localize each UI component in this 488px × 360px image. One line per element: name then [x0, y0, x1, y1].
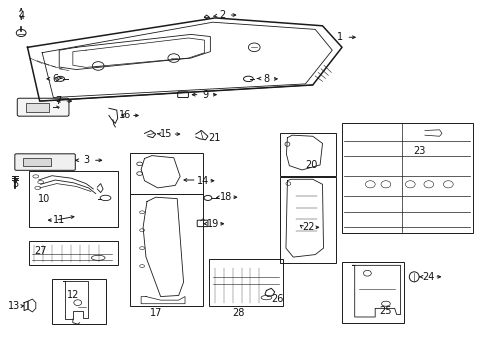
Text: 2: 2 — [219, 10, 225, 20]
Text: 5: 5 — [12, 179, 19, 189]
Bar — [279, 133, 335, 176]
Text: 26: 26 — [271, 294, 283, 304]
Bar — [130, 194, 203, 306]
Text: 17: 17 — [149, 309, 162, 318]
Text: 16: 16 — [119, 111, 131, 121]
Text: 24: 24 — [422, 272, 434, 282]
Text: 27: 27 — [34, 246, 47, 256]
Bar — [29, 241, 118, 265]
Bar — [341, 262, 404, 323]
Text: 11: 11 — [53, 215, 65, 225]
Text: 14: 14 — [197, 176, 209, 186]
Text: 15: 15 — [160, 129, 172, 139]
Bar — [130, 153, 203, 194]
Text: 20: 20 — [305, 160, 317, 170]
Text: 10: 10 — [38, 194, 50, 204]
Text: 22: 22 — [302, 222, 314, 232]
Text: 12: 12 — [66, 290, 79, 300]
Text: 13: 13 — [8, 301, 20, 311]
Text: 23: 23 — [412, 145, 425, 156]
Text: 7: 7 — [55, 96, 61, 106]
Text: 3: 3 — [83, 155, 89, 165]
Text: 6: 6 — [52, 74, 58, 84]
Bar — [26, 103, 49, 112]
Bar — [52, 279, 105, 324]
Text: 4: 4 — [18, 11, 24, 21]
Bar — [341, 123, 472, 233]
Text: 18: 18 — [220, 192, 232, 202]
Text: 19: 19 — [206, 219, 219, 229]
Text: 1: 1 — [336, 32, 342, 42]
Text: 8: 8 — [263, 74, 269, 84]
Text: 9: 9 — [202, 90, 208, 100]
FancyBboxPatch shape — [15, 154, 75, 170]
Text: 21: 21 — [208, 133, 220, 143]
FancyBboxPatch shape — [17, 98, 69, 116]
Bar — [23, 158, 51, 166]
Text: 25: 25 — [379, 306, 391, 316]
Bar — [29, 171, 118, 226]
Bar — [209, 259, 282, 306]
Bar — [279, 177, 335, 263]
Text: 28: 28 — [232, 309, 244, 318]
